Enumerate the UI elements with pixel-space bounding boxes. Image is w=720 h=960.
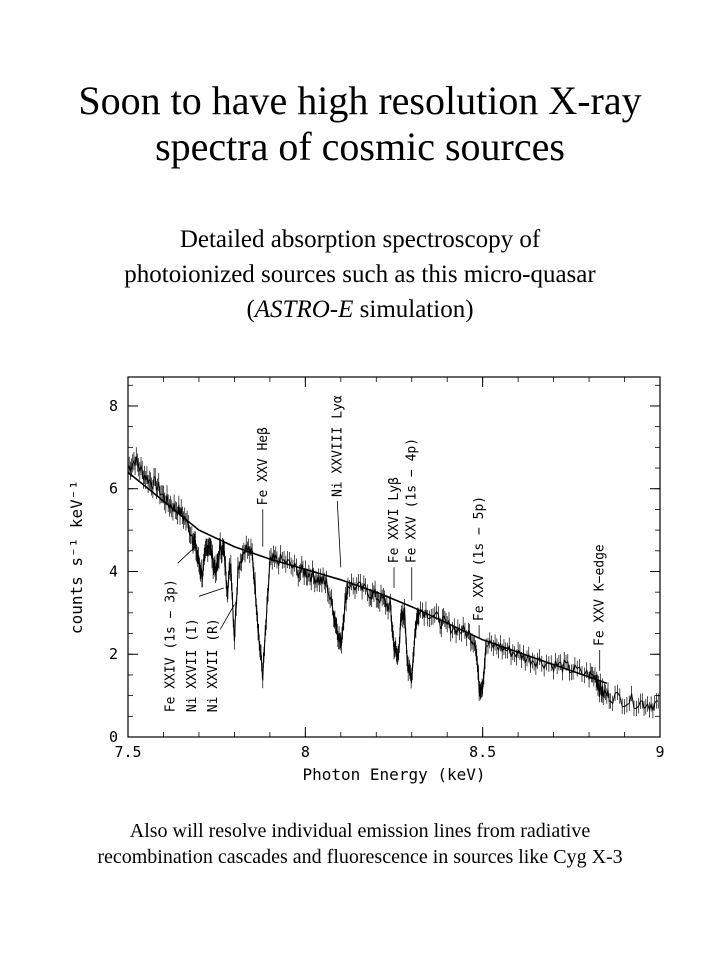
footer-line-2: recombination cascades and fluorescence … [97, 846, 623, 868]
plot-frame [127, 376, 661, 738]
label-leader-line [177, 546, 196, 564]
spectrum-series-line [127, 456, 659, 712]
line-label: Fe XXV (1s − 4p) [405, 438, 420, 563]
line-label: Fe XXIV (1s − 3p) [164, 579, 179, 712]
label-leader-line [198, 587, 224, 597]
x-tick-label: 9 [655, 743, 664, 761]
line-label: Ni XXVIII Lyα [330, 395, 345, 497]
title-line-2: spectra of cosmic sources [155, 124, 565, 169]
y-tick-label: 4 [109, 562, 118, 580]
slide-footer: Also will resolve individual emission li… [0, 818, 720, 870]
subtitle-mission-name: ASTRO-E [254, 296, 354, 323]
subtitle-line-1: Detailed absorption spectroscopy of [179, 226, 541, 253]
line-label: Ni XXVII (R) [206, 618, 221, 712]
x-tick-label: 8 [301, 743, 310, 761]
y-tick-label: 0 [109, 728, 118, 746]
line-label: Fe XXV (1s − 5p) [472, 496, 487, 621]
subtitle-line-3: (ASTRO-E simulation) [0, 292, 720, 327]
subtitle-line-2: photoionized sources such as this micro-… [124, 261, 596, 288]
slide-subtitle: Detailed absorption spectroscopy of phot… [0, 222, 720, 327]
y-tick-label: 8 [109, 397, 118, 415]
footer-line-1: Also will resolve individual emission li… [129, 820, 591, 842]
y-tick-label: 6 [109, 480, 118, 498]
slide-title: Soon to have high resolution X-ray spect… [0, 78, 720, 170]
line-label: Ni XXVII (I) [185, 618, 200, 712]
y-axis-label: counts s⁻¹ keV⁻¹ [67, 480, 86, 634]
line-label: Fe XXVI Lyβ [387, 477, 402, 563]
x-tick-label: 8.5 [469, 743, 496, 761]
subtitle-line-3-rest: simulation) [353, 296, 474, 323]
label-leader-line [336, 500, 342, 568]
line-label: Fe XXV K−edge [593, 544, 608, 646]
label-leader-line [219, 604, 235, 630]
title-line-1: Soon to have high resolution X-ray [78, 78, 642, 123]
x-tick-label: 7.5 [114, 743, 141, 761]
y-tick-label: 2 [109, 645, 118, 663]
line-label: Fe XXV Heβ [256, 427, 271, 505]
spectrum-chart: 7.5 8 8.5 9 0 2 4 6 8 Photon Energy (keV) counts s… [67, 376, 665, 784]
x-axis-label: Photon Energy (keV) [302, 765, 485, 784]
subtitle-open-paren: ( [246, 296, 255, 323]
